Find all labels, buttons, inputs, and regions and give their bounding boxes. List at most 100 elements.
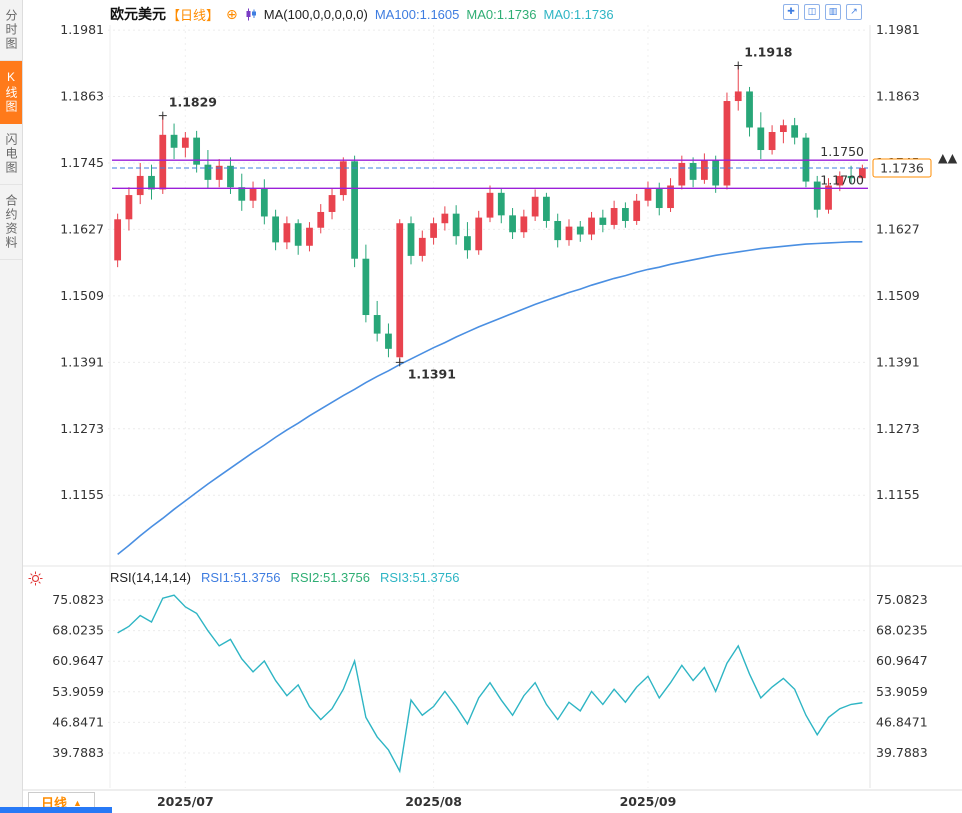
price-axis-label: 1.1509 xyxy=(60,288,104,303)
candle-body xyxy=(114,219,122,261)
pan-tool-icon[interactable]: ✚ xyxy=(783,4,799,20)
candle-body xyxy=(633,200,641,221)
sidebar-item-contract-info[interactable]: 合约资料 xyxy=(0,185,22,260)
candle-body xyxy=(430,223,437,238)
rsi1-value-label: RSI1:51.3756 xyxy=(200,570,281,585)
candle-body xyxy=(486,192,494,218)
ma-formula-label: MA(100,0,0,0,0,0) xyxy=(263,6,368,22)
candle-body xyxy=(610,208,618,225)
candle-body xyxy=(136,175,144,196)
candle-body xyxy=(328,195,336,212)
candle-body xyxy=(644,188,652,201)
overlays-group: 1.1750 1.1700 1.1736 ▲▲ 1.1829 1.1918 1.1391 xyxy=(112,45,958,381)
price-axis-label: 1.1627 xyxy=(876,221,920,236)
price-axis-label: 1.1981 xyxy=(876,22,920,37)
price-axis-label: 1.1155 xyxy=(60,487,104,502)
sidebar: 分时图 K线图 闪电图 合约资料 xyxy=(0,0,23,813)
candle-body xyxy=(170,134,178,148)
rsi-axis-label: 46.8471 xyxy=(876,714,928,729)
candle-body xyxy=(125,195,133,220)
multi-chart-icon[interactable]: ▥ xyxy=(825,4,841,20)
candle-body xyxy=(464,236,471,251)
price-annotation: 1.1918 xyxy=(744,45,792,60)
rsi-axis-label: 39.7883 xyxy=(52,745,104,760)
expand-icon[interactable]: ↗ xyxy=(846,4,862,20)
candle-body xyxy=(543,196,550,221)
extreme-marker-cross xyxy=(395,358,404,367)
rsi-axis-label: 46.8471 xyxy=(52,714,104,729)
candle-body xyxy=(847,175,855,179)
candle-body xyxy=(362,258,370,316)
chart-header: 欧元美元 【日线】 ⊕ MA(100,0,0,0,0,0) MA100:1.16… xyxy=(110,4,614,24)
rsi-axis-label: 60.9647 xyxy=(52,653,104,668)
rsi-axis-label: 68.0235 xyxy=(52,623,104,638)
price-annotation: 1.1829 xyxy=(169,95,217,110)
rsi2-value-label: RSI2:51.3756 xyxy=(290,570,370,585)
rsi3-value-label: RSI3:51.3756 xyxy=(379,570,460,585)
candle-body xyxy=(588,217,595,235)
candle-body xyxy=(407,223,415,256)
x-axis-label: 2025/09 xyxy=(620,794,677,809)
candle-body xyxy=(193,137,201,165)
rsi-axis-label: 53.9059 xyxy=(876,684,928,699)
price-alert-arrows: ▲▲ xyxy=(938,150,958,165)
chevron-up-icon: ▲ xyxy=(73,797,82,808)
candle-body xyxy=(204,164,212,180)
rsi-axis-label: 68.0235 xyxy=(876,623,928,638)
candle-body xyxy=(689,162,697,180)
candle-body xyxy=(667,185,674,209)
candle-body xyxy=(159,134,167,190)
ma100-value-label: MA100:1.1605 xyxy=(374,6,460,22)
candle-body xyxy=(294,223,302,246)
price-axis-label: 1.1627 xyxy=(60,221,104,236)
sidebar-item-lightning-chart[interactable]: 闪电图 xyxy=(0,124,22,185)
rsi-axis-label: 53.9059 xyxy=(52,684,104,699)
candle-body xyxy=(757,127,765,151)
candle-body xyxy=(734,91,742,102)
rsi-axis-label: 60.9647 xyxy=(876,653,928,668)
rsi-line xyxy=(117,594,863,774)
candle-body xyxy=(272,216,279,243)
candle-body xyxy=(655,188,663,209)
single-chart-icon[interactable]: ◫ xyxy=(804,4,820,20)
candle-body xyxy=(813,181,821,210)
price-axis-label: 1.1745 xyxy=(60,155,104,170)
sidebar-item-kline-chart[interactable]: K线图 xyxy=(0,61,22,124)
x-axis-label: 2025/08 xyxy=(405,794,462,809)
ma100-line xyxy=(117,241,863,555)
candle-body xyxy=(565,226,573,241)
price-annotation: 1.1391 xyxy=(408,366,456,381)
price-axis-label: 1.1863 xyxy=(876,89,920,104)
sidebar-item-timeshare-chart[interactable]: 分时图 xyxy=(0,0,22,61)
candle-body xyxy=(701,160,708,180)
candle-body xyxy=(836,175,844,186)
candle-body xyxy=(181,137,189,148)
candle-body xyxy=(779,125,787,132)
candle-body xyxy=(576,226,584,235)
candle-body xyxy=(858,168,866,179)
indicator-settings-sun-icon[interactable] xyxy=(28,571,43,589)
price-axis-label: 1.1391 xyxy=(60,354,104,369)
current-price-badge xyxy=(872,158,932,178)
rsi-axis-label: 75.0823 xyxy=(52,592,104,607)
candle-body xyxy=(599,217,607,225)
x-axis-label: 2025/07 xyxy=(157,794,214,809)
candle-body xyxy=(148,175,155,190)
symbol-title: 欧元美元 xyxy=(110,6,166,22)
candle-body xyxy=(622,208,629,221)
chart-toolbar: ✚ ◫ ▥ ↗ xyxy=(783,4,862,20)
candles-group xyxy=(114,65,866,555)
candle-body xyxy=(317,211,325,228)
candle-body xyxy=(531,196,539,217)
candle-body xyxy=(825,185,832,210)
candle-body xyxy=(712,160,720,186)
add-indicator-icon[interactable]: ⊕ xyxy=(226,6,238,22)
price-axis-label: 1.1273 xyxy=(876,421,920,436)
candle-body xyxy=(746,91,753,128)
candle-body xyxy=(396,223,404,358)
candle-body xyxy=(723,101,731,186)
price-axis-label: 1.1391 xyxy=(876,354,920,369)
price-axis-label: 1.1155 xyxy=(876,487,920,502)
rsi-group: 75.0823 75.0823 68.0235 68.0235 60.9647 60.96… xyxy=(52,592,928,774)
